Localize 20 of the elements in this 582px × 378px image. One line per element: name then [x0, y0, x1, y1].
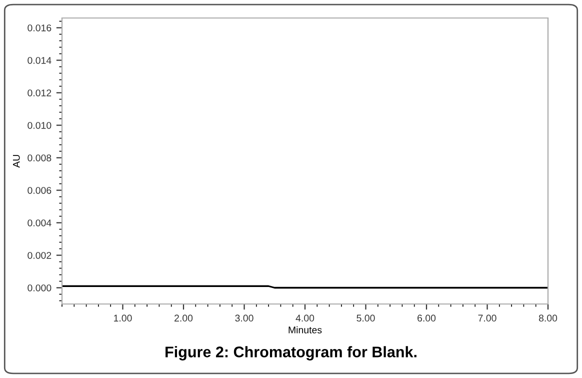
x-axis-title: Minutes [288, 326, 322, 334]
x-tick-label: 5.00 [356, 314, 375, 322]
x-tick-label: 7.00 [478, 314, 496, 322]
y-tick-label: 0.016 [28, 24, 52, 32]
y-tick-label: 0.004 [28, 219, 52, 226]
y-axis-title: AU [12, 155, 20, 168]
y-tick-label: 0.014 [28, 56, 52, 64]
x-tick-label: 3.00 [235, 314, 254, 322]
y-tick-label: 0.008 [28, 154, 52, 162]
x-tick-label: 1.00 [114, 314, 132, 322]
x-tick-label: 6.00 [418, 314, 436, 322]
x-tick-label: 4.00 [296, 314, 314, 322]
x-tick-label: 8.00 [538, 314, 558, 322]
x-tick-label: 2.00 [174, 314, 193, 322]
y-tick-label: 0.012 [28, 89, 52, 96]
y-tick-label: 0.002 [28, 252, 52, 259]
y-tick-label: 0.000 [28, 284, 52, 292]
y-tick-label: 0.010 [28, 122, 52, 129]
caption: Figure 2: Chromatogram for Blank. [166, 346, 416, 360]
y-tick-label: 0.006 [28, 186, 52, 194]
